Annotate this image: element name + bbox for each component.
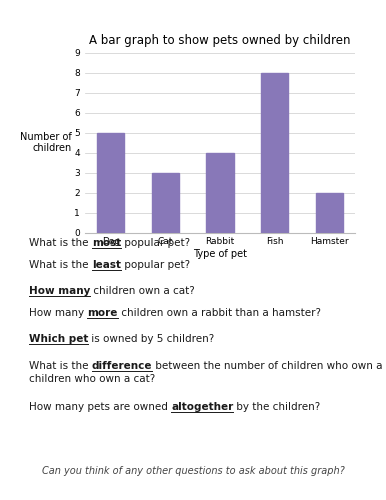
Text: altogether: altogether [171, 402, 233, 412]
Text: children own a rabbit than a hamster?: children own a rabbit than a hamster? [118, 308, 321, 318]
Text: Which pet: Which pet [29, 334, 88, 344]
X-axis label: Type of pet: Type of pet [193, 249, 247, 259]
Y-axis label: Number of
children: Number of children [20, 132, 71, 154]
Bar [97, 132, 125, 232]
Text: How many pets are owned: How many pets are owned [29, 402, 171, 412]
Text: children own a cat?: children own a cat? [90, 286, 195, 296]
Text: least: least [92, 260, 121, 270]
Text: How many: How many [29, 286, 90, 296]
Text: How many: How many [29, 308, 87, 318]
Text: more: more [87, 308, 118, 318]
Text: children who own a cat?: children who own a cat? [29, 374, 155, 384]
Bar [315, 192, 343, 232]
Bar [152, 172, 179, 233]
Text: What is the: What is the [29, 260, 92, 270]
Bar [207, 152, 234, 232]
Text: popular pet?: popular pet? [121, 260, 190, 270]
Text: most: most [92, 238, 121, 248]
Title: A bar graph to show pets owned by children: A bar graph to show pets owned by childr… [89, 34, 351, 47]
Text: Can you think of any other questions to ask about this graph?: Can you think of any other questions to … [42, 466, 344, 476]
Text: difference: difference [92, 361, 152, 371]
Text: between the number of children who own a dog and the number of: between the number of children who own a… [152, 361, 386, 371]
Text: popular pet?: popular pet? [121, 238, 190, 248]
Text: What is the: What is the [29, 361, 92, 371]
Text: What is the: What is the [29, 238, 92, 248]
Text: is owned by 5 children?: is owned by 5 children? [88, 334, 215, 344]
Bar [261, 72, 288, 233]
Text: by the children?: by the children? [233, 402, 321, 412]
